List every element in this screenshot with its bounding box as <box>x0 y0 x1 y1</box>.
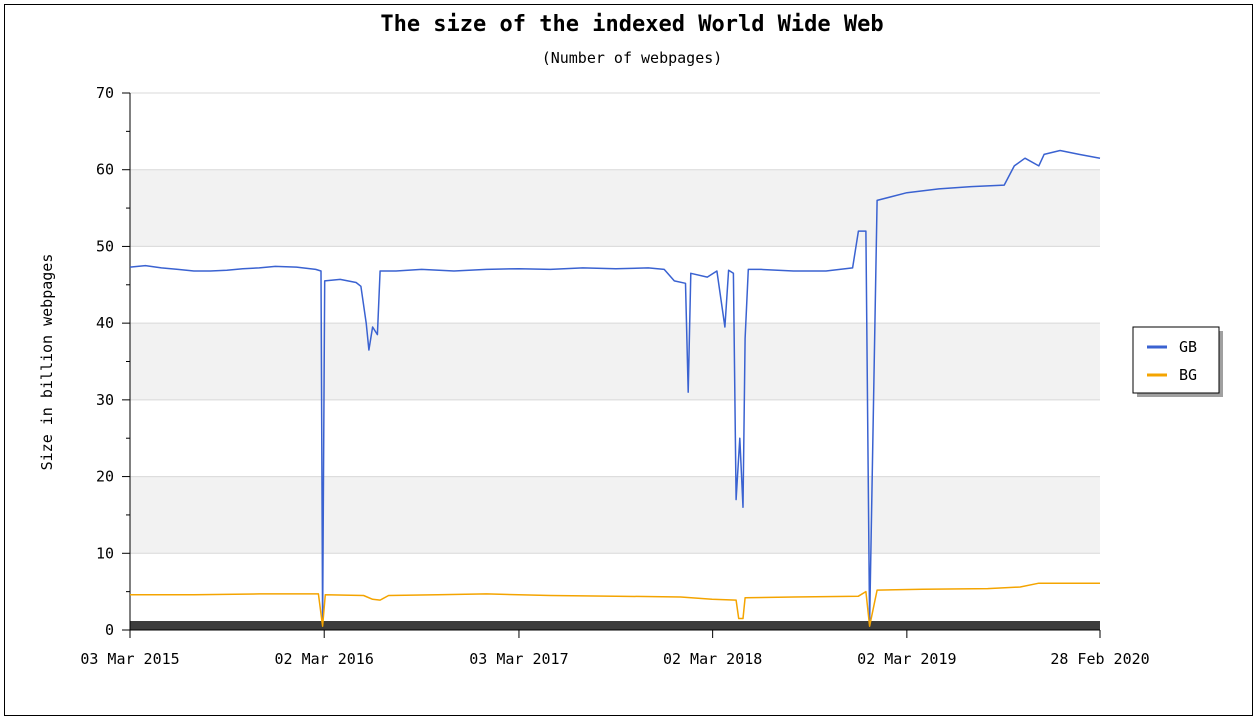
y-tick-label: 70 <box>96 84 114 102</box>
series-line-bg <box>130 582 1100 627</box>
y-tick-label: 0 <box>105 621 114 639</box>
legend-label-gb: GB <box>1179 338 1197 356</box>
y-tick-label: 40 <box>96 314 114 332</box>
legend-box <box>1132 326 1220 394</box>
x-tick-label: 03 Mar 2017 <box>469 650 568 668</box>
series-line-gb <box>129 149 1101 625</box>
chart-subtitle: (Number of webpages) <box>542 49 723 67</box>
x-tick-label: 02 Mar 2019 <box>857 650 956 668</box>
plot-baseline-bar <box>130 621 1100 630</box>
y-tick-label: 30 <box>96 391 114 409</box>
plot-area <box>130 92 1100 631</box>
grid-band <box>130 169 1100 247</box>
grid-band <box>130 476 1100 554</box>
y-tick-label: 50 <box>96 237 114 255</box>
legend-label-bg: BG <box>1179 366 1197 384</box>
grid-band <box>130 323 1100 400</box>
y-tick-label: 20 <box>96 468 114 486</box>
chart-title: The size of the indexed World Wide Web <box>380 12 883 37</box>
y-axis-label: Size in billion webpages <box>38 254 56 471</box>
series-lines <box>129 149 1101 627</box>
legend: GB BG <box>1132 326 1223 397</box>
x-tick-label: 28 Feb 2020 <box>1050 650 1149 668</box>
x-tick-label: 02 Mar 2018 <box>663 650 762 668</box>
x-tick-label: 03 Mar 2015 <box>80 650 179 668</box>
y-tick-label: 10 <box>96 544 114 562</box>
x-tick-label: 02 Mar 2016 <box>275 650 374 668</box>
y-axis: 0 10 20 30 40 50 60 70 <box>96 84 131 639</box>
x-axis: 03 Mar 2015 02 Mar 2016 03 Mar 2017 02 Mar … <box>80 629 1150 668</box>
y-tick-label: 60 <box>96 161 114 179</box>
